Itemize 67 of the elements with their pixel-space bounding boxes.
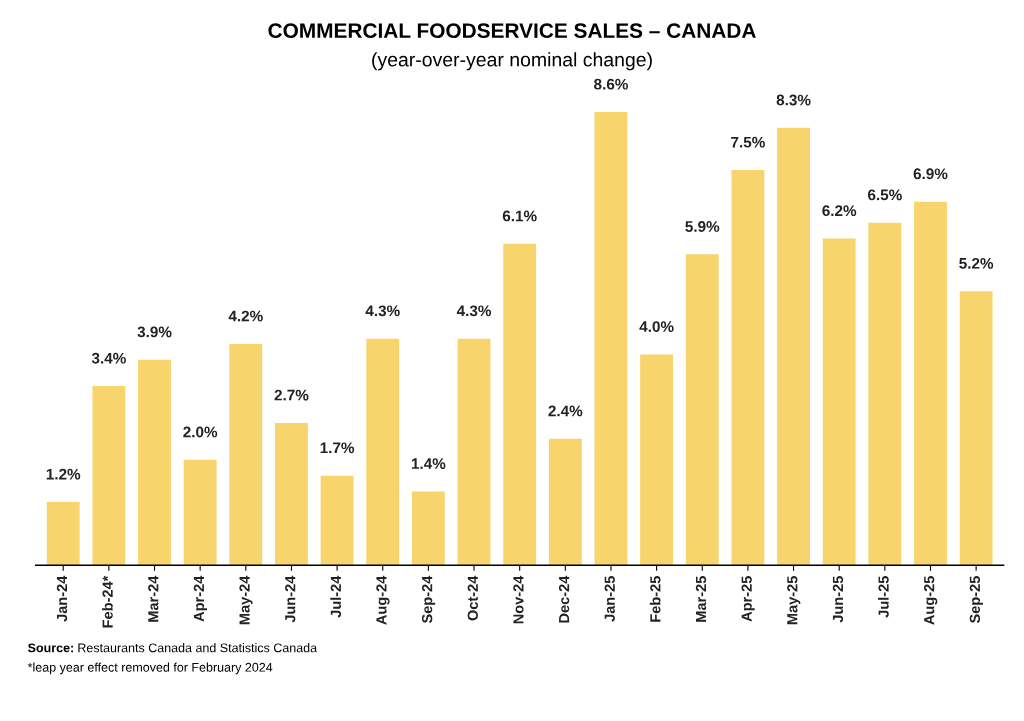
data-label: 6.2% bbox=[822, 205, 857, 217]
data-label: 4.3% bbox=[456, 305, 492, 317]
data-label: 3.9% bbox=[137, 326, 172, 338]
data-label: 8.3% bbox=[776, 94, 811, 106]
x-tick-label: Oct-24 bbox=[467, 575, 478, 621]
data-label: 1.7% bbox=[320, 442, 355, 454]
bar bbox=[868, 222, 902, 566]
x-tick-label: Jun-24 bbox=[285, 575, 296, 623]
chart-title: COMMERCIAL FOODSERVICE SALES – CANADA bbox=[268, 23, 756, 39]
x-tick-label: Apr-24 bbox=[193, 575, 207, 622]
data-label: 4.2% bbox=[228, 310, 263, 322]
bar bbox=[640, 354, 674, 566]
data-label: 7.5% bbox=[731, 136, 765, 148]
data-label: 6.5% bbox=[867, 189, 902, 201]
bar bbox=[320, 475, 354, 566]
data-label: 2.7% bbox=[274, 389, 309, 401]
bar bbox=[959, 291, 993, 566]
bar bbox=[411, 491, 445, 566]
x-tick-label: Sep-24 bbox=[421, 575, 436, 624]
x-tick-label: Dec-24 bbox=[558, 575, 570, 623]
bar bbox=[685, 254, 719, 566]
bar bbox=[457, 338, 491, 566]
x-tick-label: Mar-25 bbox=[695, 576, 707, 622]
data-label: 6.1% bbox=[502, 210, 537, 222]
bar bbox=[92, 386, 126, 566]
data-label: 2.4% bbox=[548, 405, 583, 417]
x-tick-label: Jan-25 bbox=[604, 576, 615, 622]
source-note: Source: Restaurants Canada and Statistics Canada bbox=[28, 643, 318, 653]
data-label: 4.0% bbox=[639, 321, 674, 333]
x-tick-label: Mar-24 bbox=[148, 575, 159, 622]
x-tick-label: Apr-25 bbox=[741, 576, 755, 622]
bar bbox=[138, 359, 171, 566]
bar bbox=[229, 343, 263, 566]
bar bbox=[594, 112, 628, 566]
data-label: 6.9% bbox=[913, 168, 948, 180]
x-tick-label: May-25 bbox=[787, 576, 801, 625]
data-label: 8.6% bbox=[594, 78, 628, 90]
x-tick-label: Feb-25 bbox=[649, 576, 661, 622]
bar bbox=[731, 170, 765, 566]
bar bbox=[183, 459, 217, 566]
x-tick-label: Aug-25 bbox=[924, 576, 938, 625]
chart-subtitle: (year-over-year nominal change) bbox=[372, 52, 652, 71]
x-tick-label: Jul-24 bbox=[330, 575, 342, 618]
x-tick-label: Jul-25 bbox=[878, 576, 889, 618]
bar bbox=[366, 338, 400, 566]
x-tick-label: Jun-25 bbox=[832, 576, 844, 623]
data-label: 5.2% bbox=[959, 257, 994, 269]
data-label: 3.4% bbox=[91, 352, 126, 364]
data-label: 1.4% bbox=[411, 458, 446, 469]
x-tick-label: Sep-25 bbox=[969, 576, 983, 624]
bar bbox=[46, 502, 80, 566]
x-tick-label: Aug-24 bbox=[376, 575, 390, 625]
data-label: 1.2% bbox=[46, 468, 81, 480]
x-tick-label: Jan-24 bbox=[56, 575, 68, 622]
bar bbox=[275, 422, 308, 566]
data-label: 5.9% bbox=[685, 221, 720, 232]
x-tick-label: Nov-24 bbox=[513, 575, 524, 624]
text: *leap year effect removed for February 2024 bbox=[27, 662, 273, 675]
bar bbox=[548, 438, 582, 566]
x-tick-label: Feb-24* bbox=[102, 575, 113, 628]
x-tick-label: May-24 bbox=[239, 575, 253, 625]
bar bbox=[914, 201, 947, 566]
data-label: 2.0% bbox=[183, 426, 218, 438]
data-label: 4.3% bbox=[365, 305, 400, 317]
bar bbox=[503, 243, 537, 566]
bar bbox=[822, 238, 856, 566]
bar bbox=[777, 127, 810, 566]
